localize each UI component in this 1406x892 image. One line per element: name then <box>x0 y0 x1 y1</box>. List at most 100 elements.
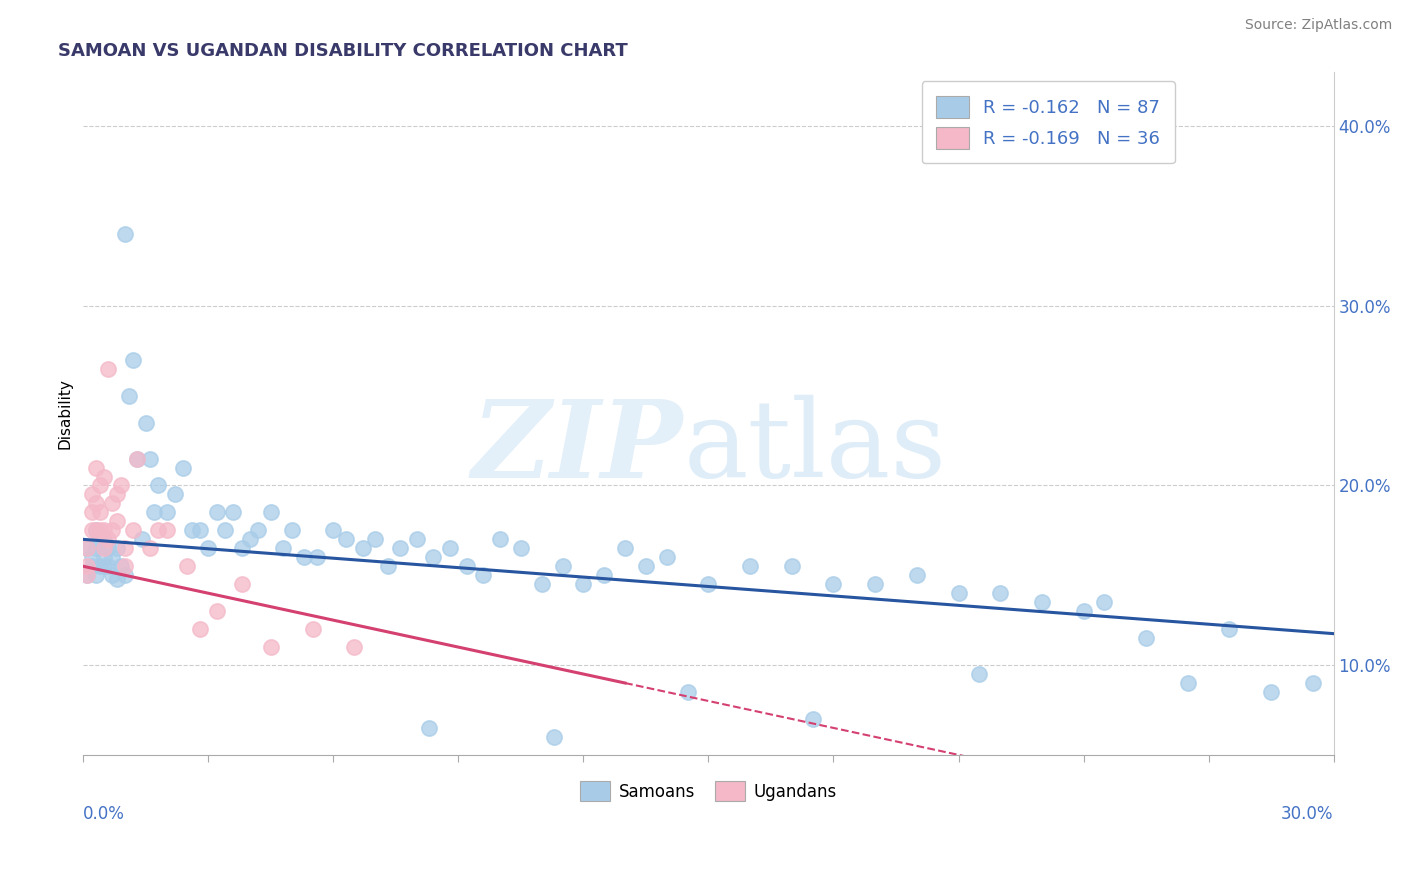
Point <box>823 577 845 591</box>
Point <box>634 559 657 574</box>
Point <box>80 524 103 538</box>
Point <box>231 577 253 591</box>
Point <box>89 536 111 550</box>
Point <box>114 227 136 241</box>
Point <box>143 505 166 519</box>
Point <box>84 541 107 556</box>
Point <box>80 487 103 501</box>
Point <box>139 451 162 466</box>
Point <box>97 541 120 556</box>
Point <box>101 550 124 565</box>
Point <box>231 541 253 556</box>
Point <box>76 568 98 582</box>
Point <box>1073 604 1095 618</box>
Point <box>114 541 136 556</box>
Point <box>93 533 115 547</box>
Y-axis label: Disability: Disability <box>58 378 72 449</box>
Point <box>273 541 295 556</box>
Point <box>97 533 120 547</box>
Point <box>948 586 970 600</box>
Point <box>76 541 98 556</box>
Point <box>352 541 374 556</box>
Point <box>180 524 202 538</box>
Point <box>93 550 115 565</box>
Point <box>93 559 115 574</box>
Point <box>205 505 228 519</box>
Point <box>543 730 565 744</box>
Point <box>222 505 245 519</box>
Legend: Samoans, Ugandans: Samoans, Ugandans <box>574 774 844 808</box>
Point <box>148 478 170 492</box>
Point <box>122 352 145 367</box>
Text: 0.0%: 0.0% <box>83 805 125 823</box>
Point <box>118 389 141 403</box>
Point <box>127 451 149 466</box>
Point <box>322 524 344 538</box>
Point <box>84 524 107 538</box>
Point <box>364 533 387 547</box>
Point <box>572 577 595 591</box>
Point <box>551 559 574 574</box>
Point <box>114 568 136 582</box>
Point <box>105 515 128 529</box>
Point <box>139 541 162 556</box>
Point <box>335 533 357 547</box>
Point <box>176 559 198 574</box>
Point <box>89 559 111 574</box>
Point <box>76 568 98 582</box>
Point <box>105 572 128 586</box>
Point <box>405 533 427 547</box>
Point <box>101 524 124 538</box>
Point <box>84 460 107 475</box>
Point <box>1092 595 1115 609</box>
Text: Source: ZipAtlas.com: Source: ZipAtlas.com <box>1244 18 1392 32</box>
Point <box>389 541 412 556</box>
Point <box>988 586 1011 600</box>
Point <box>76 559 98 574</box>
Point <box>148 524 170 538</box>
Point <box>156 524 179 538</box>
Point <box>509 541 531 556</box>
Point <box>1218 622 1240 636</box>
Point <box>260 505 283 519</box>
Text: SAMOAN VS UGANDAN DISABILITY CORRELATION CHART: SAMOAN VS UGANDAN DISABILITY CORRELATION… <box>58 42 628 60</box>
Text: ZIP: ZIP <box>472 395 683 500</box>
Point <box>114 559 136 574</box>
Point <box>80 505 103 519</box>
Point <box>131 533 153 547</box>
Point <box>676 685 699 699</box>
Point <box>105 487 128 501</box>
Point <box>97 559 120 574</box>
Point <box>260 640 283 654</box>
Point <box>280 524 302 538</box>
Point <box>80 550 103 565</box>
Point <box>89 505 111 519</box>
Point <box>593 568 616 582</box>
Point <box>93 541 115 556</box>
Point <box>1302 676 1324 690</box>
Point <box>89 524 111 538</box>
Point <box>740 559 762 574</box>
Point <box>84 568 107 582</box>
Point <box>1177 676 1199 690</box>
Point <box>93 524 115 538</box>
Point <box>301 622 323 636</box>
Point <box>156 505 179 519</box>
Point <box>214 524 236 538</box>
Point <box>101 568 124 582</box>
Point <box>84 496 107 510</box>
Point <box>122 524 145 538</box>
Point <box>863 577 886 591</box>
Point <box>188 524 211 538</box>
Point <box>110 559 132 574</box>
Point <box>93 469 115 483</box>
Point <box>905 568 928 582</box>
Point <box>101 496 124 510</box>
Point <box>127 451 149 466</box>
Point <box>969 667 991 681</box>
Point <box>97 361 120 376</box>
Point <box>110 478 132 492</box>
Point <box>530 577 553 591</box>
Point <box>163 487 186 501</box>
Point <box>292 550 315 565</box>
